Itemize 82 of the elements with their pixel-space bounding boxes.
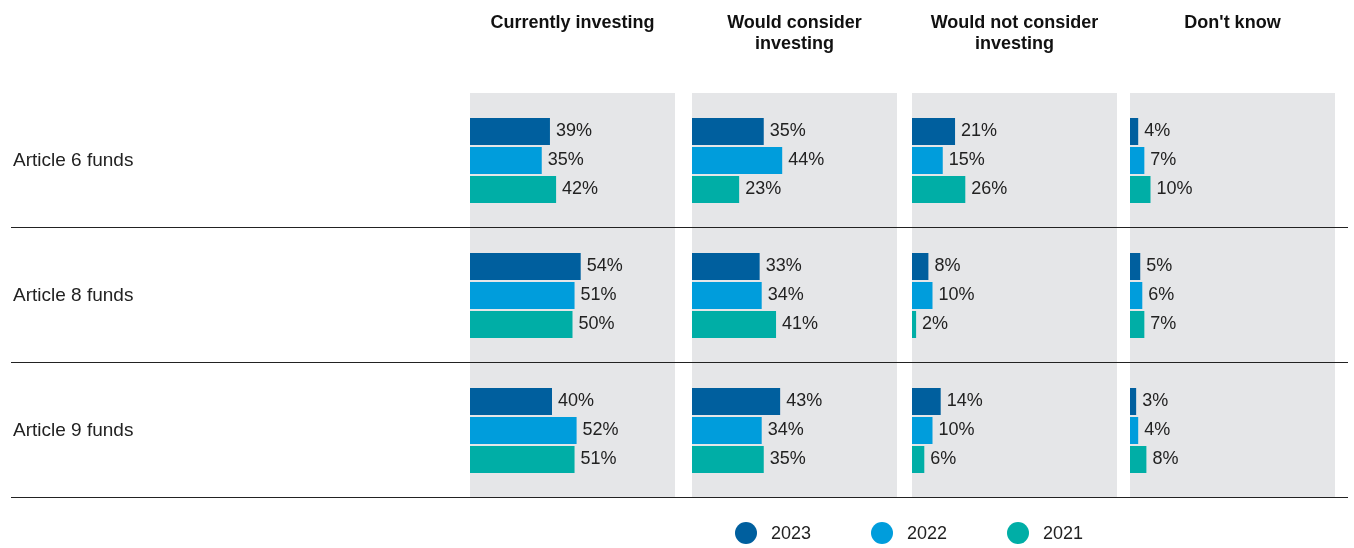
data-label: 6% — [1148, 284, 1175, 305]
bar — [1130, 311, 1145, 338]
data-label: 8% — [1152, 448, 1179, 469]
bar — [1130, 118, 1139, 145]
data-label: 35% — [769, 448, 806, 469]
data-label: 40% — [558, 390, 595, 411]
bar — [692, 176, 740, 203]
legend-label: 2021 — [1043, 522, 1084, 544]
data-label: 26% — [971, 178, 1008, 199]
data-label: 51% — [580, 448, 617, 469]
bar — [1130, 417, 1139, 444]
bar — [470, 147, 542, 174]
bar — [692, 388, 781, 415]
legend-label: 2022 — [906, 522, 948, 544]
data-label: 7% — [1150, 149, 1177, 170]
chart-title: Currently investing — [490, 12, 655, 33]
data-label: 10% — [938, 284, 975, 305]
bar — [912, 417, 933, 444]
bar — [1130, 147, 1145, 174]
y-tick-label: Article 9 funds — [13, 418, 134, 440]
data-label: 14% — [946, 390, 983, 411]
bar — [692, 446, 764, 473]
bar — [470, 118, 550, 145]
bar — [470, 253, 581, 280]
data-label: 52% — [582, 419, 619, 440]
chart-title: Would consider investing — [726, 12, 863, 54]
data-label: 54% — [586, 255, 623, 276]
bar — [912, 311, 917, 338]
chart-title: Don't know — [1184, 12, 1281, 33]
y-tick-label: Article 6 funds — [13, 148, 134, 170]
data-label: 34% — [767, 419, 804, 440]
bar — [470, 417, 577, 444]
bar — [912, 253, 929, 280]
bar — [1130, 282, 1143, 309]
y-tick-label: Article 8 funds — [13, 283, 134, 305]
data-label: 6% — [930, 448, 957, 469]
bar — [470, 282, 575, 309]
data-label: 43% — [786, 390, 823, 411]
bar — [692, 417, 762, 444]
data-label: 50% — [578, 313, 615, 334]
data-label: 33% — [765, 255, 802, 276]
bar — [912, 446, 925, 473]
data-label: 35% — [547, 149, 584, 170]
bar — [470, 311, 573, 338]
bar — [1130, 388, 1137, 415]
data-label: 39% — [555, 120, 592, 141]
data-label: 34% — [767, 284, 804, 305]
legend-label: 2023 — [770, 522, 811, 544]
data-label: 5% — [1146, 255, 1173, 276]
bar — [912, 282, 933, 309]
data-label: 41% — [782, 313, 819, 334]
data-label: 35% — [769, 120, 806, 141]
data-label: 42% — [562, 178, 599, 199]
bar — [912, 147, 943, 174]
data-label: 44% — [788, 149, 825, 170]
bar — [692, 311, 777, 338]
data-label: 4% — [1144, 120, 1171, 141]
data-label: 21% — [961, 120, 998, 141]
bar — [470, 446, 575, 473]
bar — [912, 118, 956, 145]
bar — [470, 388, 552, 415]
bar — [692, 253, 760, 280]
data-label: 23% — [745, 178, 782, 199]
bar — [1130, 176, 1151, 203]
bar — [1130, 253, 1141, 280]
bar — [912, 388, 941, 415]
data-label: 3% — [1142, 390, 1169, 411]
chart-title: Would not consider investing — [929, 12, 1100, 54]
bar — [912, 176, 966, 203]
data-label: 15% — [948, 149, 985, 170]
bar — [692, 118, 764, 145]
data-label: 10% — [938, 419, 975, 440]
bar — [692, 147, 783, 174]
data-label: 10% — [1156, 178, 1193, 199]
data-label: 51% — [580, 284, 617, 305]
bar — [692, 282, 762, 309]
bar — [1130, 446, 1147, 473]
data-label: 2% — [922, 313, 949, 334]
data-label: 4% — [1144, 419, 1171, 440]
data-label: 7% — [1150, 313, 1177, 334]
bar — [470, 176, 557, 203]
data-label: 8% — [934, 255, 961, 276]
